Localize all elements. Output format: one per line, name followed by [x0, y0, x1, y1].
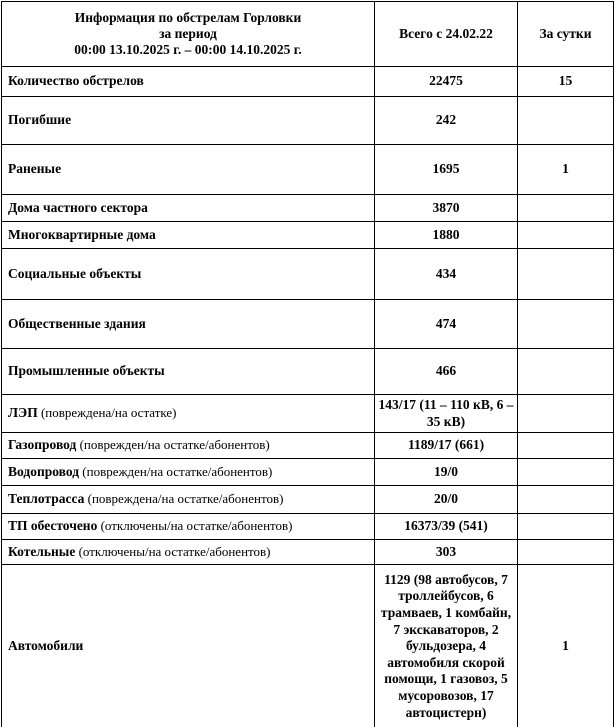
daily-cell [517, 221, 614, 249]
row-label: Теплотрасса [8, 491, 85, 507]
total-cell: 143/17 (11 – 110 кВ, 6 – 35 кВ) [374, 394, 518, 433]
row-label-note: (повреждена/на остатке/абонентов) [84, 491, 284, 507]
row-label: Многоквартирные дома [8, 226, 156, 242]
row-label-cell: Теплотрасса (повреждена/на остатке/абоне… [1, 485, 375, 514]
report-title-line: за период [159, 25, 217, 41]
row-label: Количество обстрелов [8, 73, 144, 89]
row-label: Котельные [8, 543, 76, 559]
daily-cell [517, 348, 614, 395]
row-label-cell: Погибшие [1, 96, 375, 145]
daily-cell [517, 248, 614, 300]
report-title-line: 00:00 13.10.2025 г. – 00:00 14.10.2025 г… [74, 42, 302, 58]
row-label-note: (поврежден/на остатке/абонентов) [76, 437, 270, 453]
daily-cell [517, 458, 614, 486]
row-label-cell: Автомобили [1, 564, 375, 727]
daily-cell [517, 96, 614, 145]
table-row: Социальные объекты 434 [1, 248, 614, 300]
report-title-line: Информация по обстрелам Горловки [74, 9, 302, 25]
row-label-cell: Газопровод (поврежден/на остатке/абонент… [1, 432, 375, 459]
row-label: Автомобили [8, 638, 84, 654]
daily-cell [517, 539, 614, 565]
total-cell: 1695 [374, 144, 518, 195]
row-label-cell: Социальные объекты [1, 248, 375, 300]
table-row: Дома частного сектора 3870 [1, 194, 614, 222]
table-row: ТП обесточено (отключены/на остатке/абон… [1, 513, 614, 540]
table-row: Котельные (отключены/на остатке/абоненто… [1, 539, 614, 565]
row-label-cell: Дома частного сектора [1, 194, 375, 222]
table-row: Погибшие 242 [1, 96, 614, 145]
table-row: Количество обстрелов 22475 15 [1, 66, 614, 97]
total-cell: 434 [374, 248, 518, 300]
total-cell: 303 [374, 539, 518, 565]
daily-cell: 15 [517, 66, 614, 97]
column-header-daily: За сутки [517, 1, 614, 67]
daily-cell [517, 485, 614, 514]
total-cell: 1880 [374, 221, 518, 249]
row-label: Газопровод [8, 437, 77, 453]
row-label-cell: Водопровод (поврежден/на остатке/абонент… [1, 458, 375, 486]
daily-cell [517, 394, 614, 433]
row-label: Социальные объекты [8, 265, 142, 281]
row-label-cell: Общественные здания [1, 299, 375, 349]
header-row: Информация по обстрелам Горловки за пери… [1, 1, 614, 67]
daily-cell [517, 299, 614, 349]
row-label-note: (повреждена/на остатке) [37, 405, 177, 421]
table-row: Теплотрасса (повреждена/на остатке/абоне… [1, 485, 614, 514]
total-cell: 16373/39 (541) [374, 513, 518, 540]
row-label: ЛЭП [8, 405, 38, 421]
row-label-cell: Многоквартирные дома [1, 221, 375, 249]
total-cell: 22475 [374, 66, 518, 97]
row-label-note: (отключены/на остатке/абонентов) [97, 518, 293, 534]
table-row: Раненые 1695 1 [1, 144, 614, 195]
daily-cell: 1 [517, 144, 614, 195]
total-cell: 1189/17 (661) [374, 432, 518, 459]
row-label-cell: Промышленные объекты [1, 348, 375, 395]
table-row: Газопровод (поврежден/на остатке/абонент… [1, 432, 614, 459]
daily-cell [517, 432, 614, 459]
total-cell: 242 [374, 96, 518, 145]
table-row: Автомобили 1129 (98 автобусов, 7 троллей… [1, 564, 614, 727]
row-label-note: (поврежден/на остатке/абонентов) [79, 463, 273, 479]
row-label: Промышленные объекты [8, 363, 165, 379]
table-row: ЛЭП (повреждена/на остатке) 143/17 (11 –… [1, 394, 614, 433]
table-row: Многоквартирные дома 1880 [1, 221, 614, 249]
row-label-cell: Количество обстрелов [1, 66, 375, 97]
total-cell: 3870 [374, 194, 518, 222]
row-label: Дома частного сектора [8, 199, 148, 215]
column-header-total: Всего с 24.02.22 [374, 1, 518, 67]
table-row: Водопровод (поврежден/на остатке/абонент… [1, 458, 614, 486]
row-label: Раненые [8, 161, 62, 177]
row-label: Общественные здания [8, 315, 146, 331]
total-cell: 466 [374, 348, 518, 395]
row-label-note: (отключены/на остатке/абонентов) [75, 543, 271, 559]
table-row: Общественные здания 474 [1, 299, 614, 349]
row-label-cell: Котельные (отключены/на остатке/абоненто… [1, 539, 375, 565]
report-title: Информация по обстрелам Горловки за пери… [1, 1, 375, 67]
row-label: ТП обесточено [8, 518, 98, 534]
total-cell: 20/0 [374, 485, 518, 514]
total-cell: 1129 (98 автобусов, 7 троллейбусов, 6 тр… [374, 564, 518, 727]
daily-cell [517, 513, 614, 540]
row-label-cell: Раненые [1, 144, 375, 195]
total-cell: 474 [374, 299, 518, 349]
row-label-cell: ЛЭП (повреждена/на остатке) [1, 394, 375, 433]
row-label: Погибшие [8, 112, 72, 128]
total-cell: 19/0 [374, 458, 518, 486]
daily-cell: 1 [517, 564, 614, 727]
row-label: Водопровод [8, 463, 80, 479]
daily-cell [517, 194, 614, 222]
table-row: Промышленные объекты 466 [1, 348, 614, 395]
row-label-cell: ТП обесточено (отключены/на остатке/абон… [1, 513, 375, 540]
